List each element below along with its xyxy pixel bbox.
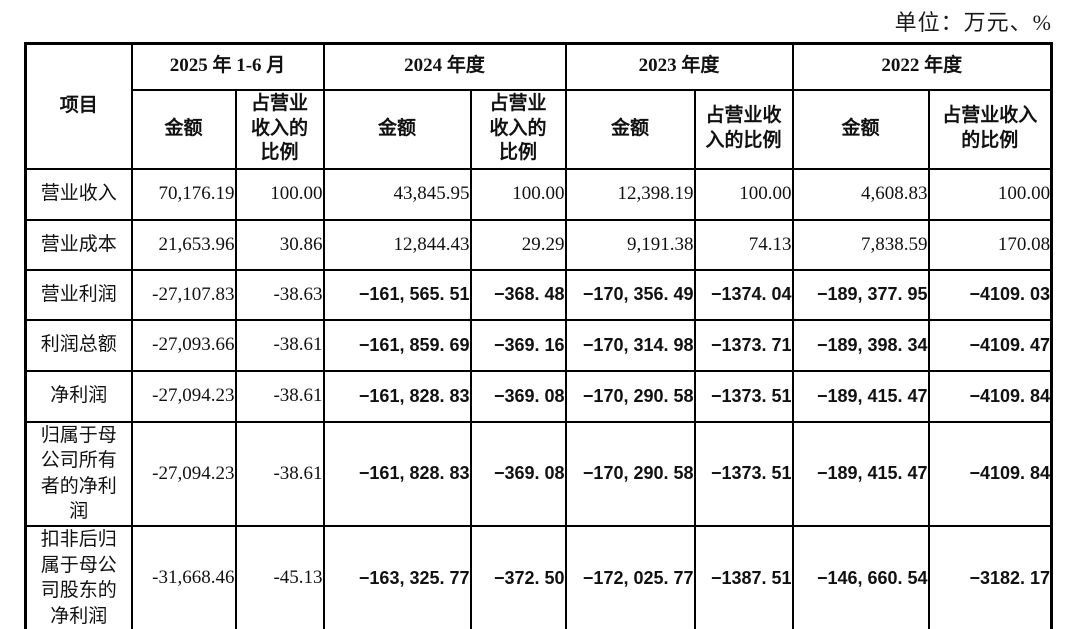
amount-cell: −170, 290. 58 (564, 420, 696, 528)
table-row: 营业成本 21,653.96 30.86 12,844.43 29.29 9,1… (24, 218, 1053, 271)
amount-cell: 43,845.95 (322, 167, 472, 221)
ratio-cell: -38.61 (234, 369, 325, 423)
table-row: 营业收入 70,176.19 100.00 43,845.95 100.00 1… (24, 167, 1053, 221)
period-header-2024: 2024 年度 (322, 42, 567, 91)
period-header-2025: 2025 年 1-6 月 (130, 42, 325, 91)
table-row: 营业利润 -27,107.83 -38.63 −161, 565. 51 −36… (24, 268, 1053, 321)
ratio-cell: 30.86 (234, 218, 325, 271)
amount-cell: -27,094.23 (130, 420, 237, 528)
ratio-cell: −368. 48 (469, 268, 567, 321)
amount-cell: −189, 415. 47 (791, 420, 930, 528)
ratio-cell: 100.00 (693, 167, 794, 221)
ratio-cell: −3182. 17 (927, 525, 1053, 629)
ratio-cell: -38.61 (234, 420, 325, 528)
ratio-cell: −1373. 51 (693, 420, 794, 528)
table-row: 扣非后归 属于母公 司股东的 净利润 -31,668.46 -45.13 −16… (24, 525, 1053, 629)
amount-header-2024: 金额 (322, 88, 472, 170)
ratio-cell: −369. 08 (469, 420, 567, 528)
row-item-label: 归属于母 公司所有 者的净利 润 (24, 420, 133, 528)
ratio-cell: 100.00 (469, 167, 567, 221)
item-header-cell: 项目 (24, 42, 133, 170)
table-row: 归属于母 公司所有 者的净利 润 -27,094.23 -38.61 −161,… (24, 420, 1053, 528)
ratio-header-2024: 占营业 收入的 比例 (469, 88, 567, 170)
table-row: 净利润 -27,094.23 -38.61 −161, 828. 83 −369… (24, 369, 1053, 423)
ratio-cell: −4109. 84 (927, 420, 1053, 528)
period-header-2023: 2023 年度 (564, 42, 794, 91)
amount-cell: 4,608.83 (791, 167, 930, 221)
table-row: 利润总额 -27,093.66 -38.61 −161, 859. 69 −36… (24, 318, 1053, 372)
ratio-cell: -45.13 (234, 525, 325, 629)
unit-label: 单位：万元、% (894, 10, 1052, 35)
ratio-cell: −1373. 51 (693, 369, 794, 423)
amount-cell: −161, 828. 83 (322, 369, 472, 423)
ratio-cell: 100.00 (927, 167, 1053, 221)
amount-cell: -27,094.23 (130, 369, 237, 423)
amount-cell: −189, 377. 95 (791, 268, 930, 321)
amount-cell: −189, 415. 47 (791, 369, 930, 423)
ratio-cell: −4109. 47 (927, 318, 1053, 372)
amount-cell: −161, 859. 69 (322, 318, 472, 372)
amount-cell: 12,398.19 (564, 167, 696, 221)
ratio-cell: −1373. 71 (693, 318, 794, 372)
ratio-cell: −4109. 84 (927, 369, 1053, 423)
ratio-cell: −372. 50 (469, 525, 567, 629)
ratio-cell: −1387. 51 (693, 525, 794, 629)
amount-cell: -31,668.46 (130, 525, 237, 629)
ratio-cell: 74.13 (693, 218, 794, 271)
ratio-cell: −1374. 04 (693, 268, 794, 321)
amount-cell: -27,093.66 (130, 318, 237, 372)
row-item-label: 净利润 (24, 369, 133, 423)
amount-cell: -27,107.83 (130, 268, 237, 321)
row-item-label: 营业利润 (24, 268, 133, 321)
amount-cell: −172, 025. 77 (564, 525, 696, 629)
ratio-header-2023: 占营业收 入的比例 (693, 88, 794, 170)
row-item-label: 利润总额 (24, 318, 133, 372)
amount-cell: 70,176.19 (130, 167, 237, 221)
row-item-label: 扣非后归 属于母公 司股东的 净利润 (24, 525, 133, 629)
ratio-cell: 170.08 (927, 218, 1053, 271)
amount-cell: −189, 398. 34 (791, 318, 930, 372)
amount-cell: −161, 828. 83 (322, 420, 472, 528)
amount-cell: −170, 356. 49 (564, 268, 696, 321)
ratio-cell: -38.61 (234, 318, 325, 372)
amount-cell: −146, 660. 54 (791, 525, 930, 629)
row-item-label: 营业成本 (24, 218, 133, 271)
amount-cell: −170, 314. 98 (564, 318, 696, 372)
amount-cell: −161, 565. 51 (322, 268, 472, 321)
ratio-header-2025: 占营业 收入的 比例 (234, 88, 325, 170)
amount-header-2022: 金额 (791, 88, 930, 170)
amount-cell: 21,653.96 (130, 218, 237, 271)
amount-cell: 7,838.59 (791, 218, 930, 271)
ratio-cell: -38.63 (234, 268, 325, 321)
amount-cell: −163, 325. 77 (322, 525, 472, 629)
amount-header-2025: 金额 (130, 88, 237, 170)
amount-cell: 12,844.43 (322, 218, 472, 271)
ratio-cell: 29.29 (469, 218, 567, 271)
period-header-2022: 2022 年度 (791, 42, 1053, 91)
ratio-cell: −369. 16 (469, 318, 567, 372)
header-row-subcolumns: 金额 占营业 收入的 比例 金额 占营业 收入的 比例 金额 占营业收 入的比例… (26, 88, 1053, 170)
ratio-cell: −4109. 03 (927, 268, 1053, 321)
ratio-cell: 100.00 (234, 167, 325, 221)
header-row-periods: 项目 2025 年 1-6 月 2024 年度 2023 年度 2022 年度 (24, 42, 1053, 170)
ratio-cell: −369. 08 (469, 369, 567, 423)
ratio-header-2022: 占营业收入 的比例 (927, 88, 1053, 170)
amount-header-2023: 金额 (564, 88, 696, 170)
row-item-label: 营业收入 (24, 167, 133, 221)
financial-table: 项目 2025 年 1-6 月 2024 年度 2023 年度 2022 年度 … (24, 42, 1054, 629)
amount-cell: 9,191.38 (564, 218, 696, 271)
amount-cell: −170, 290. 58 (564, 369, 696, 423)
